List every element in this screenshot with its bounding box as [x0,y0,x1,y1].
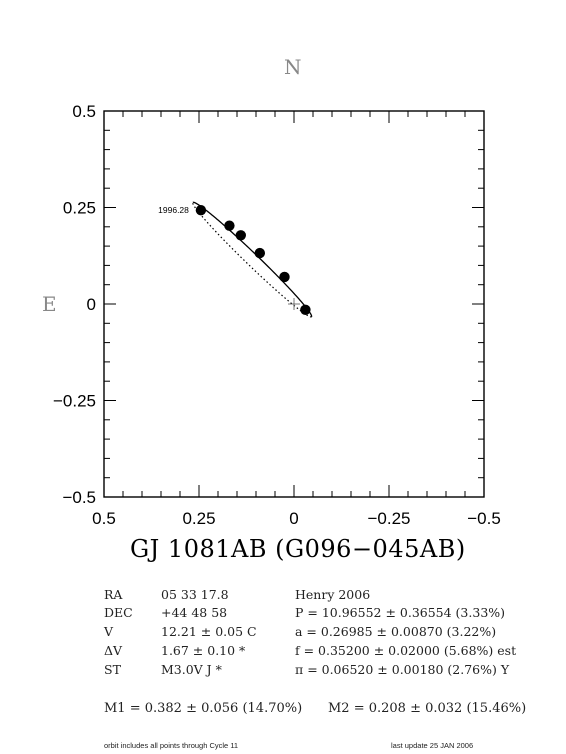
info-key-v: V [104,624,114,639]
x-tick-label: −0.25 [367,509,410,528]
mass-m2: M2 = 0.208 ± 0.032 (15.46%) [328,701,527,716]
footer-note: orbit includes all points through Cycle … [104,741,239,750]
orbit-point [300,304,311,315]
info-right-ra: Henry 2006 [295,587,371,602]
orbit-chart: 0.5 0.25 0 −0.25 −0.5 0.5 0.25 0 −0.25 −0.5 1996.2… [53,102,501,528]
info-value-st: M3.0V J * [161,662,222,677]
orbit-point [224,220,235,231]
info-right-v: a = 0.26985 ± 0.00870 (3.22%) [295,624,497,639]
info-value-ra: 05 33 17.8 [161,587,229,602]
info-value-dec: +44 48 58 [161,605,228,620]
orbit-point [235,230,246,241]
north-label: N [284,55,302,79]
east-label: E [42,292,57,316]
x-tick-label: −0.5 [467,509,501,528]
last-update: last update 25 JAN 2006 [391,741,474,750]
y-tick-label: −0.25 [53,392,96,411]
info-key-st: ST [104,662,121,677]
epoch-annotation: 1996.28 [158,205,189,215]
info-right-dec: P = 10.96552 ± 0.36554 (3.33%) [295,605,506,620]
chart-title: GJ 1081AB (G096−045AB) [130,535,466,563]
x-tick-label: 0.25 [182,509,215,528]
info-key-ra: RA [104,587,123,602]
x-tick-label: 0 [289,509,298,528]
y-tick-label: 0.5 [72,102,96,121]
info-right-dv: f = 0.35200 ± 0.02000 (5.68%) est [295,643,517,658]
y-tick-label: 0 [87,295,96,314]
info-value-v: 12.21 ± 0.05 C [161,624,257,639]
info-key-dec: DEC [104,605,133,620]
x-tick-label: 0.5 [92,509,116,528]
y-tick-label: 0.25 [63,199,96,218]
mass-m1: M1 = 0.382 ± 0.056 (14.70%) [104,701,303,716]
orbit-point [254,247,265,259]
info-key-dv: ΔV [104,643,123,658]
info-value-dv: 1.67 ± 0.10 * [161,643,246,658]
y-tick-label: −0.5 [62,488,96,507]
orbit-point [279,271,290,283]
orbit-point [195,205,207,216]
info-right-st: π = 0.06520 ± 0.00180 (2.76%) Y [295,662,510,677]
